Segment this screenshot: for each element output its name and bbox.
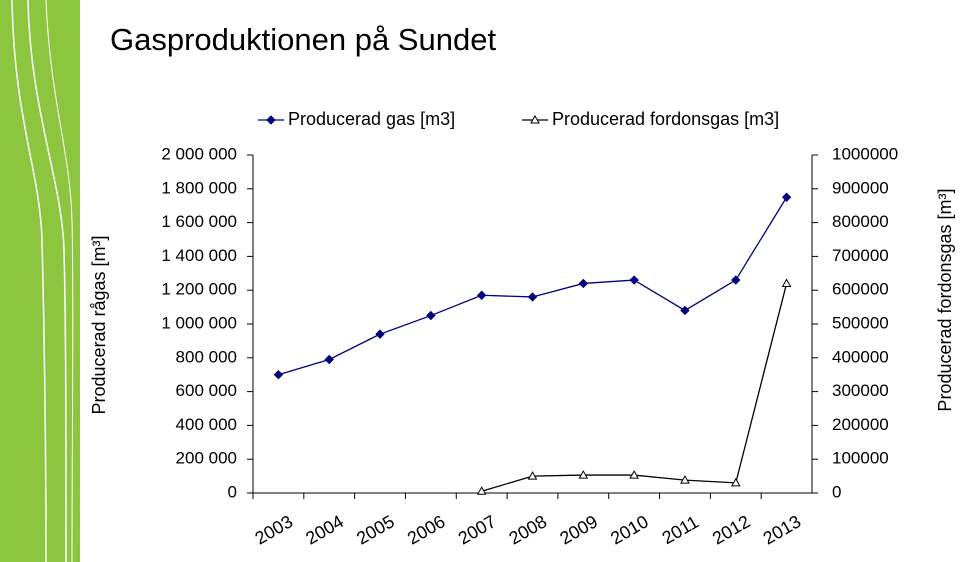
y2-tick-label: 600000 [832, 280, 889, 299]
y2-tick-label: 1000000 [832, 144, 898, 163]
x-tick-label: 2008 [506, 511, 551, 548]
data-point [578, 470, 589, 479]
y2-axis-title: Producerad fordonsgas [m³] [935, 188, 955, 411]
y-tick-label: 600 000 [176, 381, 237, 400]
data-point [680, 305, 690, 316]
x-tick-label: 2007 [455, 511, 500, 548]
y2-tick-label: 700000 [832, 246, 889, 265]
data-point [476, 290, 487, 300]
legend-label: Producerad fordonsgas [m3] [552, 109, 779, 129]
y2-tick-label: 0 [832, 482, 841, 501]
y-tick-label: 400 000 [176, 415, 237, 434]
x-tick-label: 2009 [556, 511, 601, 548]
data-point [578, 278, 589, 289]
y2-tick-label: 100000 [832, 449, 889, 468]
data-point [629, 275, 639, 285]
y-tick-label: 1 400 000 [161, 246, 237, 265]
series-line [481, 283, 788, 492]
data-point [629, 470, 639, 479]
y2-tick-label: 300000 [832, 381, 889, 400]
y2-tick-label: 500000 [832, 313, 889, 332]
chart-title: Gasproduktionen på Sundet [110, 22, 496, 57]
x-tick-label: 2005 [353, 511, 398, 548]
data-point [527, 292, 538, 302]
data-point [375, 329, 385, 339]
y-tick-label: 1 800 000 [161, 178, 237, 197]
x-tick-label: 2012 [709, 511, 754, 548]
y2-tick-label: 200000 [832, 415, 889, 434]
y2-tick-label: 900000 [832, 178, 889, 197]
legend-label: Producerad gas [m3] [288, 109, 455, 129]
y-tick-label: 2 000 000 [161, 144, 237, 163]
x-tick-label: 2003 [251, 511, 296, 548]
y-tick-label: 0 [228, 482, 237, 501]
decor-strip [0, 0, 80, 562]
y-tick-label: 800 000 [176, 347, 237, 366]
data-point [324, 354, 334, 365]
data-point [426, 310, 436, 321]
y-tick-label: 1 000 000 [161, 313, 237, 332]
data-point [730, 477, 741, 487]
y2-tick-label: 400000 [832, 347, 889, 366]
legend-marker [530, 114, 540, 124]
x-tick-label: 2004 [302, 511, 347, 548]
x-tick-label: 2006 [404, 511, 449, 548]
data-point [527, 471, 538, 480]
x-tick-label: 2013 [760, 511, 805, 548]
data-point [781, 278, 792, 287]
data-point [273, 369, 284, 380]
x-tick-label: 2010 [607, 511, 652, 548]
data-point [731, 275, 741, 285]
y-tick-label: 1 200 000 [161, 280, 237, 299]
y-tick-label: 200 000 [176, 449, 237, 468]
y-axis-title: Producerad rågas [m³] [89, 235, 109, 414]
y-tick-label: 1 600 000 [161, 212, 237, 231]
legend-marker [266, 115, 276, 125]
series-line [278, 196, 788, 376]
data-point [781, 192, 792, 202]
x-tick-label: 2011 [659, 512, 703, 549]
data-point [476, 486, 487, 495]
y2-tick-label: 800000 [832, 212, 889, 231]
data-point [680, 475, 690, 484]
